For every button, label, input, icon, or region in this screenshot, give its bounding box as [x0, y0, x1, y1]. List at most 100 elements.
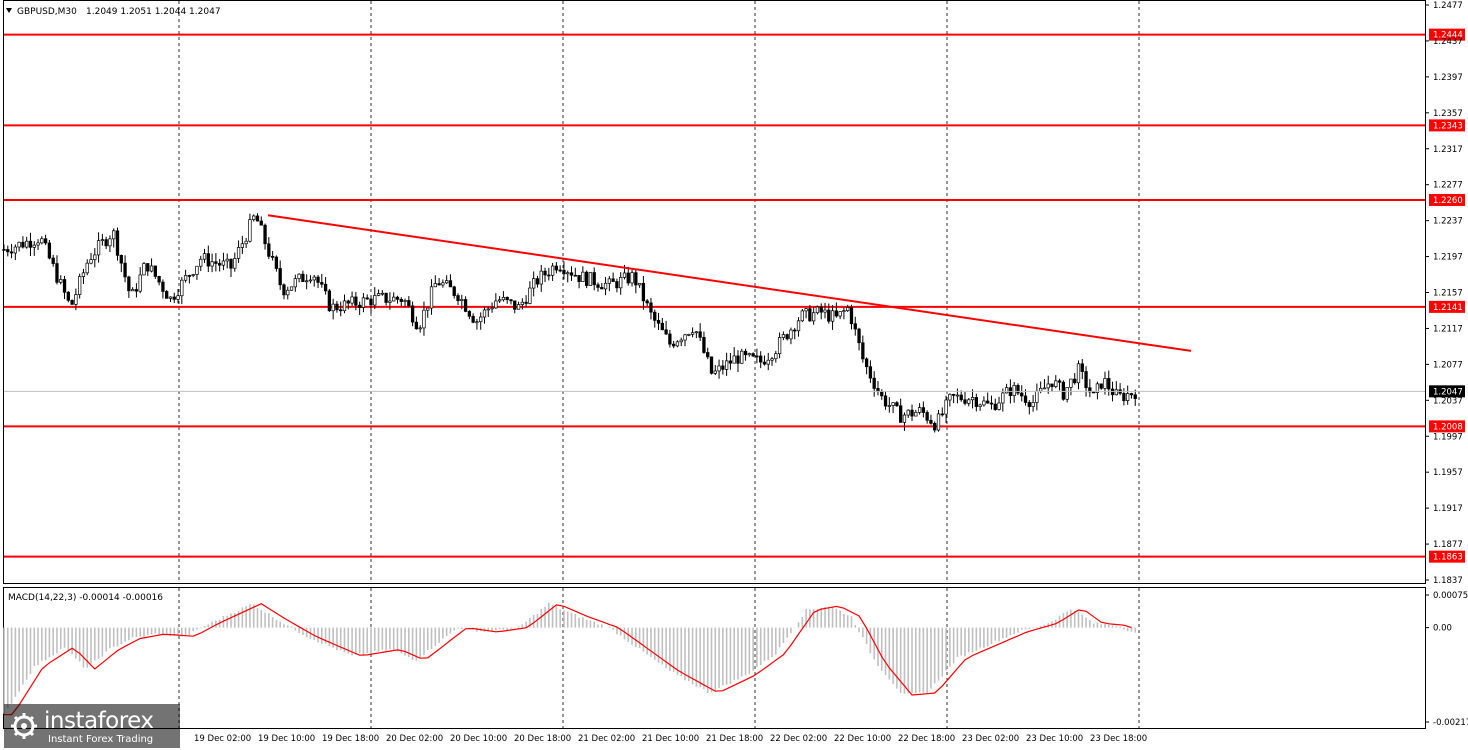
current-price-label: 1.2047	[1433, 387, 1463, 397]
candle-body	[93, 254, 97, 260]
candle-body	[263, 224, 267, 245]
candle-body	[1073, 378, 1077, 384]
candle-body	[864, 358, 869, 368]
candle-body	[664, 329, 668, 335]
level-label: 1.2444	[1433, 31, 1463, 41]
candle-body	[123, 262, 127, 278]
candle-body	[320, 282, 324, 285]
candle-body	[800, 310, 804, 322]
candle-body	[1035, 390, 1039, 403]
candle-body	[1039, 387, 1043, 392]
trendline	[267, 214, 1192, 352]
macd-tick-label: 0.00	[1433, 624, 1452, 634]
candle-body	[603, 282, 608, 290]
time-label: 21 Dec 10:00	[642, 734, 699, 744]
candle-body	[127, 276, 131, 292]
candle-body	[1042, 387, 1047, 390]
candle-body	[827, 309, 831, 322]
candle-body	[407, 300, 411, 307]
candle-body	[1088, 387, 1092, 393]
candle-body	[429, 286, 434, 309]
candle-body	[622, 272, 627, 278]
candle-body	[40, 238, 44, 244]
price-axis: 1.2477 1.2437 1.2397 1.2357 1.2317 1.2277 1.22…	[4, 1, 1465, 586]
candle-body	[838, 311, 842, 317]
candle-body	[108, 238, 112, 247]
candle-body	[9, 251, 14, 254]
candle-body	[1046, 383, 1050, 389]
chart-menu-icon[interactable]	[6, 8, 12, 13]
candle-body	[214, 261, 218, 264]
candle-body	[1091, 391, 1096, 394]
time-label: 21 Dec 18:00	[706, 734, 763, 744]
candle-body	[308, 279, 313, 282]
candle-body	[929, 419, 933, 424]
macd-tick-label: -0.00217	[1433, 718, 1468, 728]
candle-body	[119, 254, 123, 264]
candle-body	[759, 355, 763, 363]
candle-body	[887, 405, 891, 407]
candle-body	[978, 404, 982, 407]
candle-body	[1031, 402, 1035, 407]
candle-body	[516, 304, 521, 310]
candle-body	[399, 298, 403, 302]
candle-body	[660, 322, 664, 331]
candle-body	[346, 300, 350, 304]
candle-body	[384, 292, 388, 303]
candle-body	[1076, 363, 1081, 384]
level-label: 1.2141	[1433, 303, 1463, 313]
candle-body	[32, 244, 36, 248]
time-label: 23 Dec 10:00	[1026, 734, 1083, 744]
candle-body	[1110, 388, 1115, 396]
candle-body	[180, 279, 184, 297]
candle-body	[834, 310, 839, 317]
candle-body	[282, 284, 286, 296]
candle-body	[1023, 395, 1028, 403]
candle-body	[81, 272, 86, 277]
candle-body	[55, 263, 59, 283]
candle-body	[940, 413, 944, 416]
price-tick-label: 1.2357	[1433, 109, 1463, 119]
candle-body	[1103, 378, 1107, 389]
candle-body	[21, 241, 25, 248]
candle-body	[403, 300, 407, 302]
candle-body	[270, 256, 275, 258]
time-label: 19 Dec 10:00	[258, 734, 315, 744]
candle-body	[1016, 385, 1020, 394]
candle-body	[1004, 387, 1009, 394]
candle-body	[1114, 389, 1118, 396]
candle-body	[218, 263, 222, 266]
candle-body	[819, 306, 823, 313]
time-label: 19 Dec 18:00	[322, 734, 379, 744]
candle-body	[456, 295, 460, 302]
candle-body	[785, 334, 789, 340]
price-tick-label: 1.1957	[1433, 468, 1463, 478]
time-label: 23 Dec 18:00	[1090, 734, 1147, 744]
candle-body	[955, 394, 960, 397]
candle-body	[963, 399, 967, 404]
candle-body	[630, 272, 634, 284]
level-label: 1.2008	[1433, 422, 1463, 432]
current-price-badge	[1429, 385, 1465, 398]
price-tick-label: 1.2477	[1433, 1, 1463, 11]
candle-body	[191, 274, 195, 276]
candle-body	[354, 296, 358, 306]
macd-panel: 0.00075 0.00 -0.00217	[3, 591, 1468, 728]
time-label: 20 Dec 10:00	[450, 734, 507, 744]
candle-body	[823, 309, 827, 313]
candle-body	[740, 350, 744, 364]
candle-body	[142, 263, 146, 276]
candle-body	[1027, 402, 1031, 407]
candle-body	[236, 247, 241, 259]
candle-body	[959, 394, 963, 401]
candle-body	[1084, 371, 1088, 389]
candle-body	[331, 303, 335, 312]
level-label: 1.2260	[1433, 196, 1463, 206]
candle-body	[1122, 392, 1126, 401]
candle-body	[868, 366, 873, 379]
candle-body	[520, 301, 524, 305]
candle-body	[176, 295, 180, 300]
candle-body	[751, 353, 755, 357]
price-tick-label: 1.1997	[1433, 432, 1463, 442]
candle-body	[917, 407, 922, 413]
